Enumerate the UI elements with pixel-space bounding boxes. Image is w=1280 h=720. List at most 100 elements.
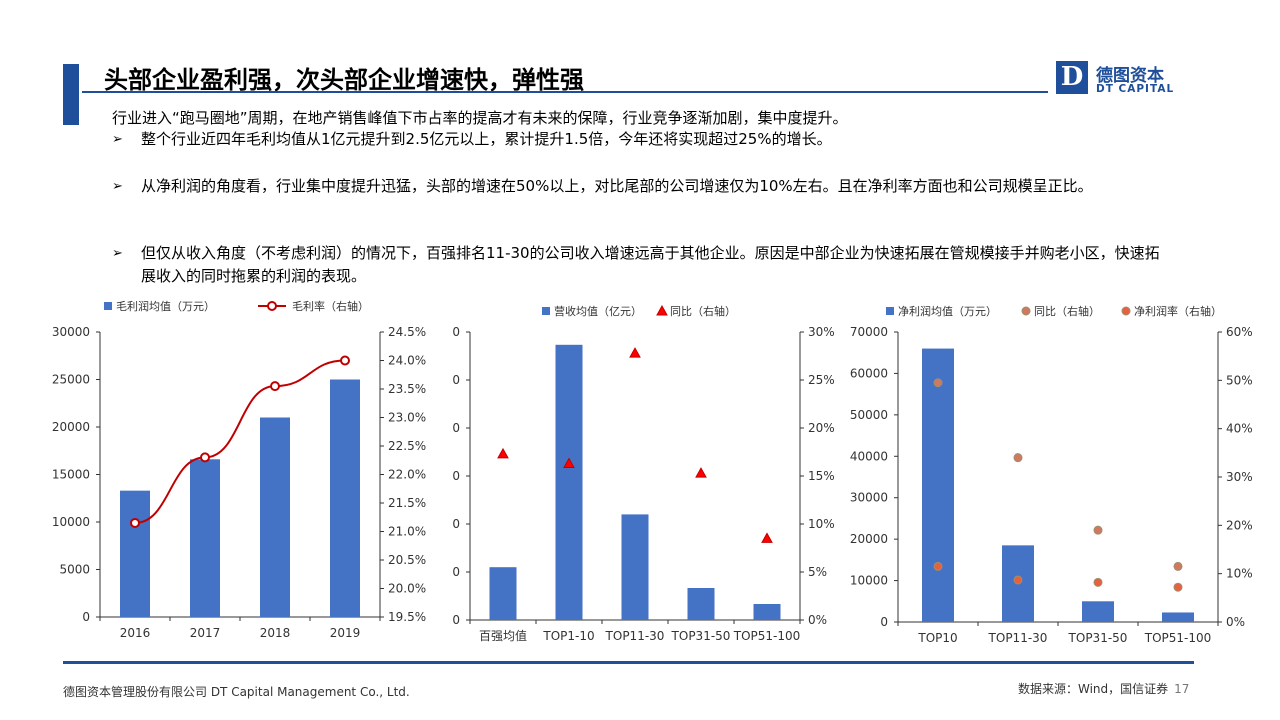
bar — [489, 567, 517, 620]
page-number: 17 — [1174, 682, 1190, 696]
y-tick-label-right: 22.5% — [388, 439, 426, 453]
y-tick-label-right: 50% — [1226, 373, 1253, 387]
x-tick-label: TOP1-10 — [542, 629, 594, 643]
x-tick-label: 2018 — [260, 626, 291, 640]
y-tick-label-left: 40000 — [850, 449, 888, 463]
y-tick-label-left: 0 — [452, 421, 460, 435]
y-tick-label-right: 20% — [808, 421, 835, 435]
triangle-point — [761, 532, 773, 543]
y-tick-label-left: 0 — [452, 469, 460, 483]
logo-d-icon: D — [1056, 61, 1088, 94]
y-tick-label-left: 5000 — [59, 563, 90, 577]
bullet-arrow-icon: ➢ — [112, 132, 123, 147]
legend-swatch-bar — [886, 307, 894, 315]
logo-name-en: DT CAPITAL — [1096, 83, 1175, 95]
revenue-chart: 0 0 0 0 0 0 0 0% 5% 10% 15% 20% 25% 30% 百强均值 TOP1-10 TOP… — [452, 304, 834, 643]
gross-profit-chart: 0 5000 10000 15000 20000 25000 30000 19.5% 20.0%… — [52, 299, 426, 640]
y-tick-label-left: 50000 — [850, 408, 888, 422]
y-tick-label-right: 25% — [808, 373, 835, 387]
y-tick-label-left: 20000 — [850, 532, 888, 546]
bar — [260, 417, 290, 617]
bar — [190, 459, 220, 617]
legend-swatch-triangle — [656, 304, 668, 316]
y-tick-label-right: 60% — [1226, 325, 1253, 339]
bullet-item: ➢ 整个行业近四年毛利均值从1亿元提升到2.5亿元以上，累计提升1.5倍，今年还… — [112, 128, 1171, 151]
y-tick-label-right: 24.5% — [388, 325, 426, 339]
legend-swatch-bar — [542, 307, 550, 315]
y-tick-label-left: 70000 — [850, 325, 888, 339]
bar — [621, 514, 649, 620]
bar — [120, 490, 150, 617]
triangle-point — [497, 447, 509, 459]
bullet-text: 但仅从收入角度（不考虑利润）的情况下，百强排名11-30的公司收入增速远高于其他… — [141, 244, 1160, 285]
y-tick-label-left: 30000 — [52, 325, 90, 339]
footer-rule — [63, 661, 1194, 664]
source-text: 数据来源：Wind，国信证券 — [1018, 682, 1169, 696]
bullet-text: 整个行业近四年毛利均值从1亿元提升到2.5亿元以上，累计提升1.5倍，今年还将实… — [141, 130, 832, 148]
x-tick-label: 2016 — [120, 626, 151, 640]
dot-point — [1093, 525, 1103, 535]
dot-point — [1093, 577, 1103, 587]
dot-point — [933, 561, 943, 571]
page-title: 头部企业盈利强，次头部企业增速快，弹性强 — [104, 66, 584, 94]
x-tick-label: TOP11-30 — [605, 629, 665, 643]
y-tick-label-left: 15000 — [52, 468, 90, 482]
triangle-point — [563, 457, 575, 469]
y-tick-label-left: 0 — [880, 615, 888, 629]
y-tick-label-left: 0 — [452, 517, 460, 531]
y-tick-label-right: 19.5% — [388, 610, 426, 624]
bar — [1082, 601, 1114, 622]
y-tick-label-left: 10000 — [850, 574, 888, 588]
y-tick-label-left: 0 — [452, 325, 460, 339]
bullet-arrow-icon: ➢ — [112, 179, 123, 194]
bullet-text: 从净利润的角度看，行业集中度提升迅猛，头部的增速在50%以上，对比尾部的公司增速… — [141, 177, 1093, 195]
legend-label: 同比（右轴） — [1034, 304, 1100, 318]
dot-point — [1173, 582, 1183, 592]
bar — [687, 588, 715, 620]
y-tick-label-right: 15% — [808, 469, 835, 483]
y-tick-label-right: 10% — [808, 517, 835, 531]
dot-point — [933, 378, 943, 388]
legend-label: 毛利润均值（万元） — [116, 299, 215, 313]
y-tick-label-right: 30% — [1226, 470, 1253, 484]
bar — [330, 379, 360, 617]
x-tick-label: TOP31-50 — [1068, 631, 1128, 645]
logo-name-cn: 德图资本 — [1096, 66, 1164, 86]
dot-point — [1013, 453, 1023, 463]
y-tick-label-right: 5% — [808, 565, 827, 579]
legend-label: 净利润均值（万元） — [898, 304, 997, 318]
line-point — [130, 517, 140, 528]
net-profit-chart: 0 10000 20000 30000 40000 50000 60000 70000 0% 10… — [850, 304, 1253, 645]
line-series — [134, 359, 346, 524]
x-tick-label: TOP51-100 — [733, 629, 801, 643]
x-tick-label: 百强均值 — [479, 628, 527, 643]
y-tick-label-left: 25000 — [52, 373, 90, 387]
y-tick-label-right: 23.5% — [388, 382, 426, 396]
y-tick-label-left: 10000 — [52, 515, 90, 529]
legend-label: 净利润率（右轴） — [1134, 304, 1222, 318]
y-tick-label-right: 23.0% — [388, 411, 426, 425]
legend-label: 毛利率（右轴） — [292, 299, 369, 313]
x-tick-label: 2019 — [330, 626, 361, 640]
y-tick-label-right: 24.0% — [388, 354, 426, 368]
company-logo: D 德图资本 DT CAPITAL — [1056, 61, 1206, 99]
charts-area: 0 5000 10000 15000 20000 25000 30000 19.5% 20.0%… — [52, 299, 1253, 645]
bar — [1162, 612, 1194, 622]
line-point — [340, 355, 350, 366]
x-tick-label: TOP51-100 — [1144, 631, 1212, 645]
triangle-point — [629, 347, 641, 358]
footer-company: 德图资本管理股份有限公司 DT Capital Management Co., … — [63, 685, 410, 699]
dot-point — [1173, 561, 1183, 571]
x-tick-label: TOP31-50 — [671, 629, 731, 643]
bullet-arrow-icon: ➢ — [112, 246, 123, 261]
dot-point — [1013, 575, 1023, 585]
bar — [922, 348, 954, 622]
y-tick-label-right: 40% — [1226, 422, 1253, 436]
bullet-item: ➢ 从净利润的角度看，行业集中度提升迅猛，头部的增速在50%以上，对比尾部的公司… — [112, 175, 1171, 198]
bullet-item: ➢ 但仅从收入角度（不考虑利润）的情况下，百强排名11-30的公司收入增速远高于… — [112, 242, 1171, 288]
y-tick-label-right: 20.5% — [388, 553, 426, 567]
title-accent-bar — [63, 64, 79, 125]
bar — [555, 344, 583, 620]
y-tick-label-right: 30% — [808, 325, 835, 339]
y-tick-label-right: 21.5% — [388, 496, 426, 510]
